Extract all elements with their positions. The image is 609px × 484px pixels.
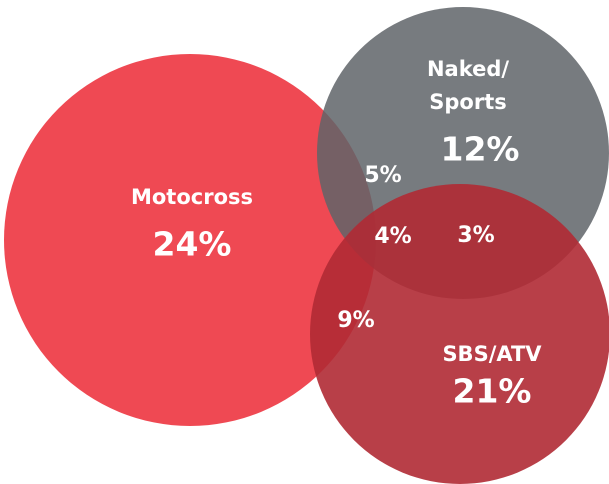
overlap-value: 5% [364, 163, 401, 188]
set-label: Sports [429, 90, 506, 114]
overlap-value: 9% [337, 308, 374, 333]
set-label: Naked/ [427, 57, 509, 81]
sbs-atv-circle [310, 184, 609, 484]
set-label: Motocross [131, 185, 253, 209]
overlap-value: 4% [374, 224, 411, 249]
set-value: 21% [453, 372, 532, 411]
motocross-circle [4, 54, 376, 426]
overlap-value: 3% [457, 223, 494, 248]
set-value: 12% [441, 130, 520, 169]
set-value: 24% [153, 225, 232, 264]
set-label: SBS/ATV [442, 342, 542, 366]
